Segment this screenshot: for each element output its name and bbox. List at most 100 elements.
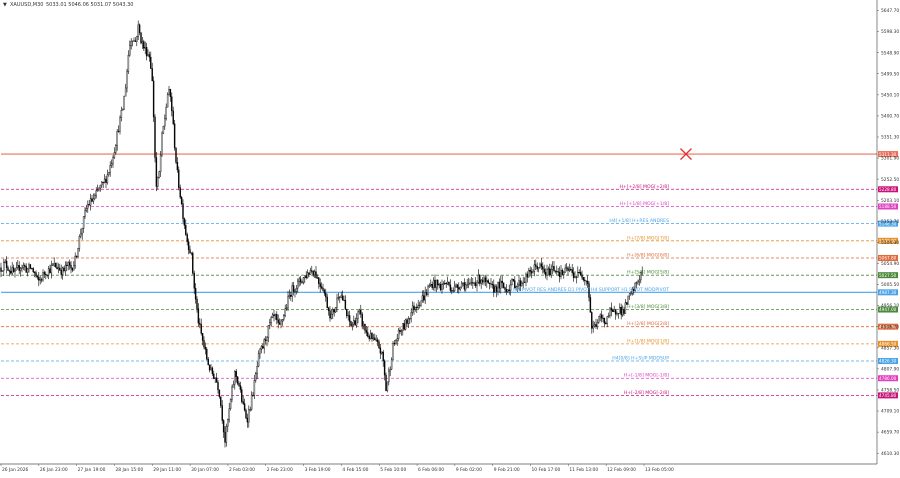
candle xyxy=(508,284,510,295)
candle xyxy=(376,337,379,347)
x-tick-label: 26 Jan 23:00 xyxy=(40,467,68,473)
candle xyxy=(165,103,167,121)
close-position-marker-icon[interactable] xyxy=(680,148,692,161)
y-tick-label: 5400.70 xyxy=(881,114,899,120)
level-price-tag-0: 5311.30 xyxy=(878,151,898,158)
candle xyxy=(215,372,218,383)
candle xyxy=(110,159,113,169)
candle xyxy=(332,307,334,320)
candle xyxy=(530,267,533,279)
candle xyxy=(367,326,369,338)
candle xyxy=(382,349,384,367)
y-tick-label: 4659.70 xyxy=(881,430,899,436)
candle xyxy=(458,282,460,294)
y-tick-label: 5153.70 xyxy=(881,219,899,225)
candle xyxy=(292,282,295,296)
candle xyxy=(179,184,181,200)
candle xyxy=(112,155,114,168)
candle xyxy=(396,333,398,346)
candle xyxy=(369,329,372,340)
candle xyxy=(136,35,138,47)
x-tick-label: 2 Feb 23:00 xyxy=(267,467,293,473)
candle xyxy=(208,364,211,373)
candle xyxy=(491,281,494,289)
candle xyxy=(381,351,383,355)
candle xyxy=(624,299,627,314)
candle xyxy=(595,318,597,329)
candle xyxy=(575,276,578,284)
candle xyxy=(294,288,296,298)
candle xyxy=(389,366,391,377)
candle xyxy=(203,336,205,350)
candle xyxy=(271,312,274,319)
candle xyxy=(91,194,93,203)
candle xyxy=(416,303,418,314)
candle xyxy=(85,204,88,213)
candle xyxy=(169,88,172,102)
svg-text:4745.80: 4745.80 xyxy=(879,393,897,398)
candle xyxy=(74,252,76,269)
candle xyxy=(252,392,254,397)
level-label-7: MN PIVOT RES ANDRES D1 PIVOT H4 SUPPORT … xyxy=(513,287,669,293)
candle xyxy=(210,364,212,371)
candle xyxy=(278,318,281,325)
candle xyxy=(388,367,390,386)
candle xyxy=(414,306,417,312)
candle xyxy=(8,269,11,277)
y-tick-label: 4709.10 xyxy=(881,409,899,415)
candle xyxy=(334,306,337,313)
candle xyxy=(109,161,111,177)
candle xyxy=(214,377,216,384)
candle xyxy=(577,266,579,278)
candle xyxy=(347,311,349,321)
y-tick-label: 5104.30 xyxy=(881,240,899,246)
candle xyxy=(119,115,121,135)
candle xyxy=(640,271,642,284)
candle xyxy=(52,262,54,267)
candle xyxy=(445,282,447,288)
candle xyxy=(140,32,142,45)
candle xyxy=(549,263,551,277)
candle xyxy=(43,270,46,279)
candle xyxy=(495,284,498,298)
level-price-tag-13: 4745.80 xyxy=(878,392,898,399)
candle xyxy=(232,380,235,388)
candle xyxy=(456,283,459,294)
candle xyxy=(33,271,36,278)
candle xyxy=(439,281,442,292)
candle xyxy=(617,313,620,319)
candle xyxy=(560,265,562,280)
y-tick-label: 5005.50 xyxy=(881,282,899,288)
level-label-11: H4[0/8] H+SUP MDDSUP xyxy=(612,356,669,362)
candle xyxy=(542,262,544,274)
candle xyxy=(148,51,151,62)
candle xyxy=(66,261,68,272)
candle xyxy=(267,325,270,343)
candle xyxy=(540,257,543,271)
candle xyxy=(71,267,74,273)
candle xyxy=(519,277,522,291)
candle xyxy=(80,228,82,239)
candle xyxy=(150,51,152,70)
level-label-1: H+[+2/8] MOG[+2/8] xyxy=(619,184,669,190)
level-label-3: H4[+1/8] H+RES ANDRES xyxy=(609,218,669,224)
candle xyxy=(157,176,159,190)
y-tick-label: 5203.10 xyxy=(881,198,899,204)
candle xyxy=(154,114,156,163)
candle xyxy=(36,275,39,280)
candle xyxy=(572,267,575,282)
candle xyxy=(75,255,78,259)
candle xyxy=(68,259,71,270)
candle xyxy=(22,262,25,271)
candle xyxy=(430,279,432,288)
candle xyxy=(260,344,263,354)
candle xyxy=(605,321,607,325)
x-tick-label: 2 Feb 03:00 xyxy=(229,467,255,473)
candle xyxy=(619,303,621,314)
candle xyxy=(173,120,176,151)
svg-text:4906.80: 4906.80 xyxy=(879,324,897,329)
chart-menu-icon[interactable]: ▼ xyxy=(3,2,7,8)
candle xyxy=(501,275,503,289)
candle xyxy=(404,318,407,331)
